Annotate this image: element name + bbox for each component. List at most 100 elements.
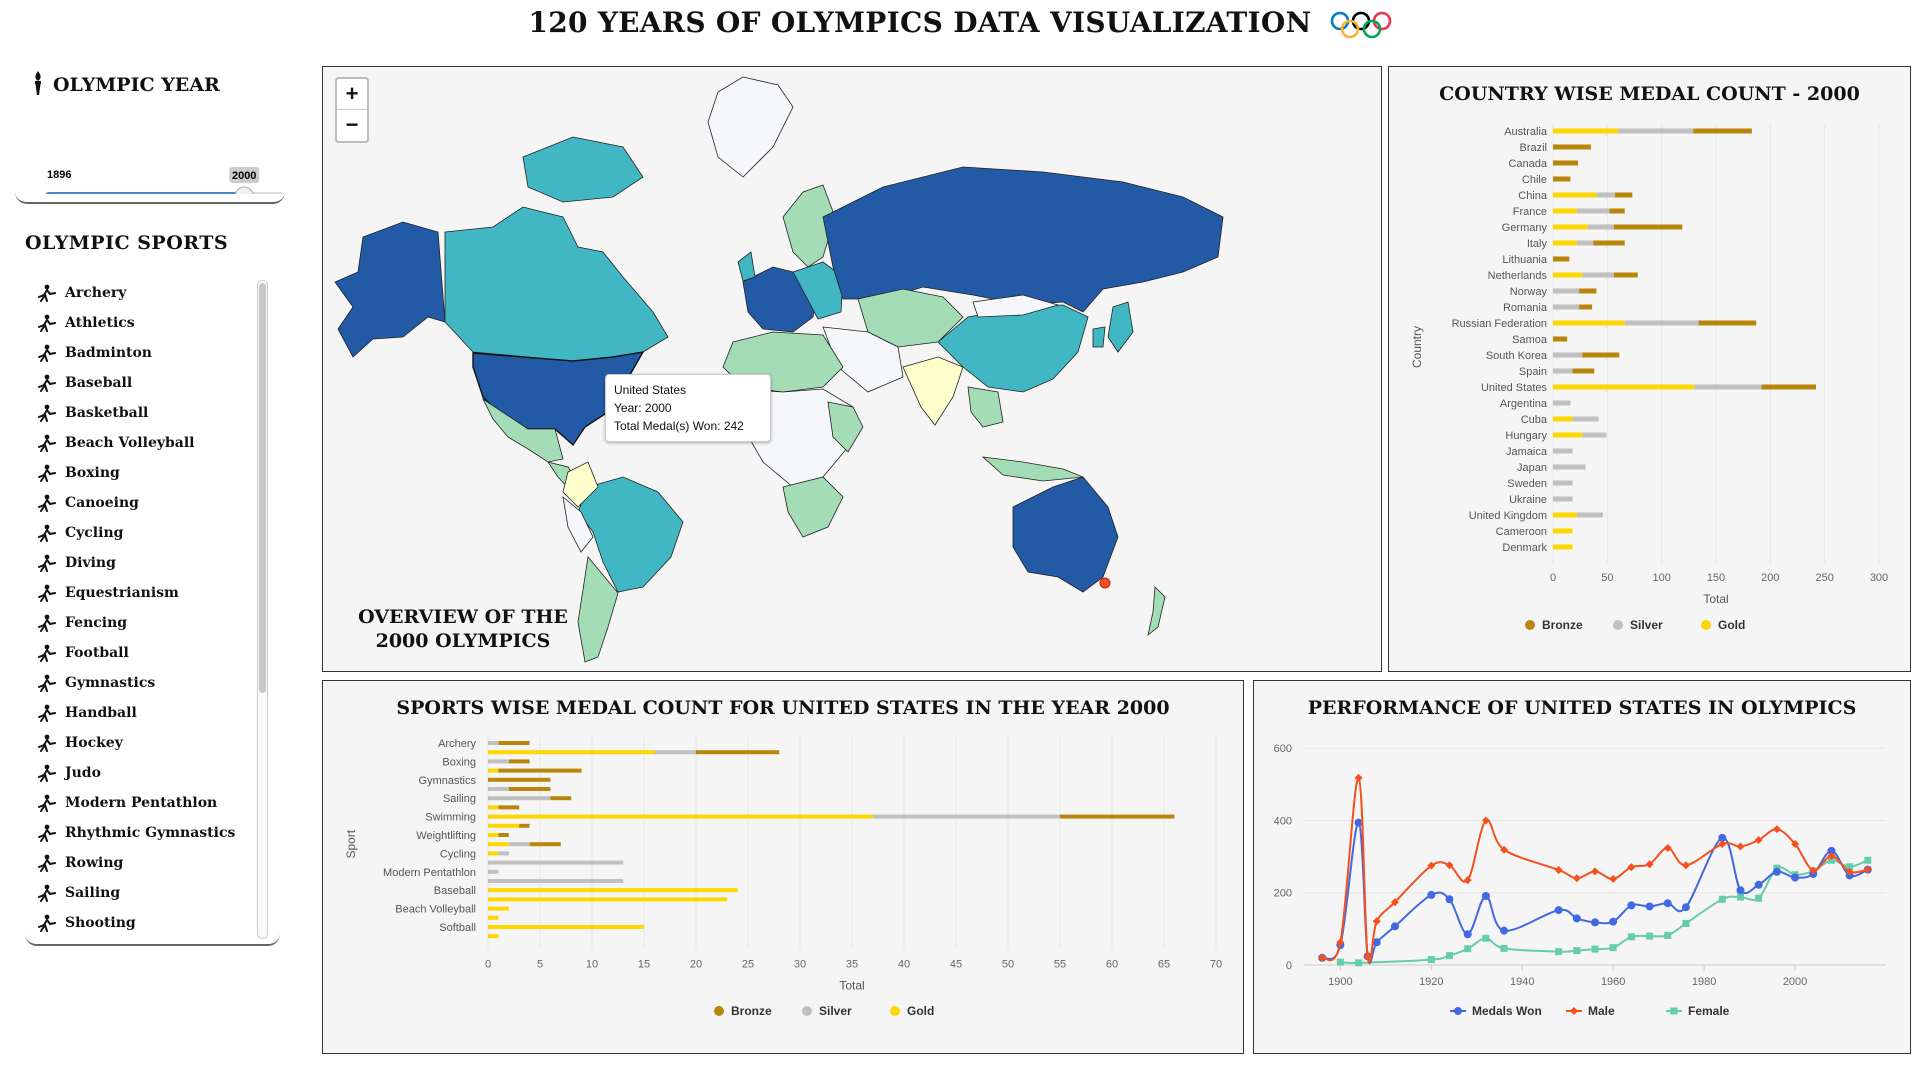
bar-segment-bronze[interactable] bbox=[1553, 336, 1568, 342]
bar-segment-silver[interactable] bbox=[488, 759, 509, 764]
bar-segment-silver[interactable] bbox=[1624, 320, 1699, 326]
data-point[interactable] bbox=[1336, 958, 1344, 966]
sport-item-athletics[interactable]: Athletics bbox=[35, 312, 135, 334]
bar-segment-silver[interactable] bbox=[1553, 464, 1586, 470]
data-point[interactable] bbox=[1390, 922, 1399, 931]
data-point[interactable] bbox=[1755, 894, 1763, 902]
bar-segment-gold[interactable] bbox=[1553, 512, 1577, 518]
bar-segment-bronze[interactable] bbox=[1614, 192, 1633, 198]
data-point[interactable] bbox=[1609, 875, 1618, 884]
data-point[interactable] bbox=[1718, 895, 1726, 903]
data-point[interactable] bbox=[1372, 917, 1381, 926]
bar-segment-gold[interactable] bbox=[1553, 272, 1583, 278]
bar-segment-silver[interactable] bbox=[1576, 208, 1610, 214]
map-country-se-asia[interactable] bbox=[967, 386, 1004, 428]
bar-segment-silver[interactable] bbox=[1582, 432, 1607, 438]
bar-segment-silver[interactable] bbox=[488, 860, 624, 865]
bar-segment-bronze[interactable] bbox=[1060, 814, 1175, 819]
data-point[interactable] bbox=[1827, 846, 1836, 855]
data-point[interactable] bbox=[1445, 895, 1454, 904]
bar-segment-gold[interactable] bbox=[488, 833, 499, 837]
sport-item-sailing[interactable]: Sailing bbox=[35, 882, 120, 904]
data-point[interactable] bbox=[1863, 865, 1872, 874]
data-point[interactable] bbox=[1372, 938, 1381, 947]
map-country-east-africa[interactable] bbox=[827, 401, 864, 453]
data-point[interactable] bbox=[1754, 880, 1763, 889]
bar-segment-silver[interactable] bbox=[1587, 224, 1614, 230]
map-country-canada[interactable] bbox=[444, 206, 669, 363]
sport-item-fencing[interactable]: Fencing bbox=[35, 612, 127, 634]
bar-segment-silver[interactable] bbox=[1576, 512, 1603, 518]
sport-item-hockey[interactable]: Hockey bbox=[35, 732, 123, 754]
bar-segment-bronze[interactable] bbox=[1698, 320, 1757, 326]
data-point[interactable] bbox=[1427, 890, 1436, 899]
bar-segment-bronze[interactable] bbox=[1579, 304, 1593, 310]
map-country-canada-islands[interactable] bbox=[522, 136, 644, 203]
bar-segment-gold[interactable] bbox=[488, 925, 644, 929]
bar-segment-gold[interactable] bbox=[488, 897, 728, 902]
bar-segment-gold[interactable] bbox=[488, 814, 873, 819]
legend-label[interactable]: Gold bbox=[1718, 618, 1745, 632]
map-country-argentina[interactable] bbox=[577, 556, 619, 663]
map-country-russia[interactable] bbox=[822, 166, 1224, 313]
bar-segment-bronze[interactable] bbox=[1553, 256, 1570, 262]
data-point[interactable] bbox=[1500, 944, 1508, 952]
data-point[interactable] bbox=[1445, 861, 1454, 870]
map-country-new-zealand[interactable] bbox=[1147, 586, 1166, 637]
data-point[interactable] bbox=[1355, 959, 1363, 967]
bar-segment-silver[interactable] bbox=[488, 869, 499, 874]
sport-item-rowing[interactable]: Rowing bbox=[35, 852, 123, 874]
bar-segment-gold[interactable] bbox=[1553, 544, 1573, 550]
map-country-brazil[interactable] bbox=[577, 476, 684, 593]
bar-segment-silver[interactable] bbox=[1618, 128, 1694, 134]
bar-segment-silver[interactable] bbox=[1572, 416, 1599, 422]
zoom-out-button[interactable]: − bbox=[345, 112, 359, 137]
bar-segment-gold[interactable] bbox=[1553, 240, 1577, 246]
data-point[interactable] bbox=[1736, 842, 1745, 851]
bar-segment-bronze[interactable] bbox=[1579, 288, 1597, 294]
data-point[interactable] bbox=[1772, 825, 1781, 834]
bar-segment-gold[interactable] bbox=[1553, 432, 1583, 438]
bar-segment-bronze[interactable] bbox=[1582, 352, 1620, 358]
data-point[interactable] bbox=[1663, 899, 1672, 908]
bar-segment-bronze[interactable] bbox=[519, 823, 530, 828]
bar-segment-silver[interactable] bbox=[488, 787, 509, 791]
data-point[interactable] bbox=[1572, 874, 1581, 883]
legend-label[interactable]: Bronze bbox=[731, 1004, 772, 1018]
bar-segment-bronze[interactable] bbox=[1613, 272, 1638, 278]
bar-segment-bronze[interactable] bbox=[508, 787, 551, 791]
bar-segment-silver[interactable] bbox=[1694, 384, 1762, 390]
data-point[interactable] bbox=[1463, 876, 1472, 885]
legend-label[interactable]: Silver bbox=[1630, 618, 1663, 632]
bar-segment-bronze[interactable] bbox=[550, 796, 572, 801]
bar-segment-gold[interactable] bbox=[488, 934, 499, 939]
data-point[interactable] bbox=[1463, 930, 1472, 939]
bar-segment-silver[interactable] bbox=[1553, 496, 1573, 502]
data-point[interactable] bbox=[1681, 861, 1690, 870]
bar-segment-silver[interactable] bbox=[1553, 304, 1580, 310]
data-point[interactable] bbox=[1554, 906, 1563, 915]
data-point[interactable] bbox=[1500, 926, 1509, 935]
data-point[interactable] bbox=[1827, 851, 1836, 860]
data-point[interactable] bbox=[1573, 947, 1581, 955]
bar-segment-gold[interactable] bbox=[1553, 192, 1597, 198]
data-point[interactable] bbox=[1354, 773, 1363, 782]
sport-item-diving[interactable]: Diving bbox=[35, 552, 116, 574]
bar-segment-gold[interactable] bbox=[1553, 528, 1573, 534]
data-point[interactable] bbox=[1572, 914, 1581, 923]
data-point[interactable] bbox=[1645, 860, 1654, 869]
bar-segment-silver[interactable] bbox=[488, 879, 624, 883]
bar-segment-bronze[interactable] bbox=[498, 833, 509, 837]
data-point[interactable] bbox=[1591, 918, 1599, 927]
bar-segment-gold[interactable] bbox=[488, 915, 499, 920]
bar-segment-silver[interactable] bbox=[1553, 448, 1573, 454]
sport-item-badminton[interactable]: Badminton bbox=[35, 342, 152, 364]
bar-segment-silver[interactable] bbox=[1553, 368, 1573, 374]
data-point[interactable] bbox=[1864, 856, 1872, 864]
data-point[interactable] bbox=[1809, 866, 1818, 875]
bar-segment-silver[interactable] bbox=[1596, 192, 1615, 198]
series-line-male[interactable] bbox=[1321, 776, 1869, 964]
bar-segment-gold[interactable] bbox=[1553, 224, 1588, 230]
data-point[interactable] bbox=[1318, 953, 1327, 962]
map-country-colombia[interactable] bbox=[562, 461, 599, 508]
